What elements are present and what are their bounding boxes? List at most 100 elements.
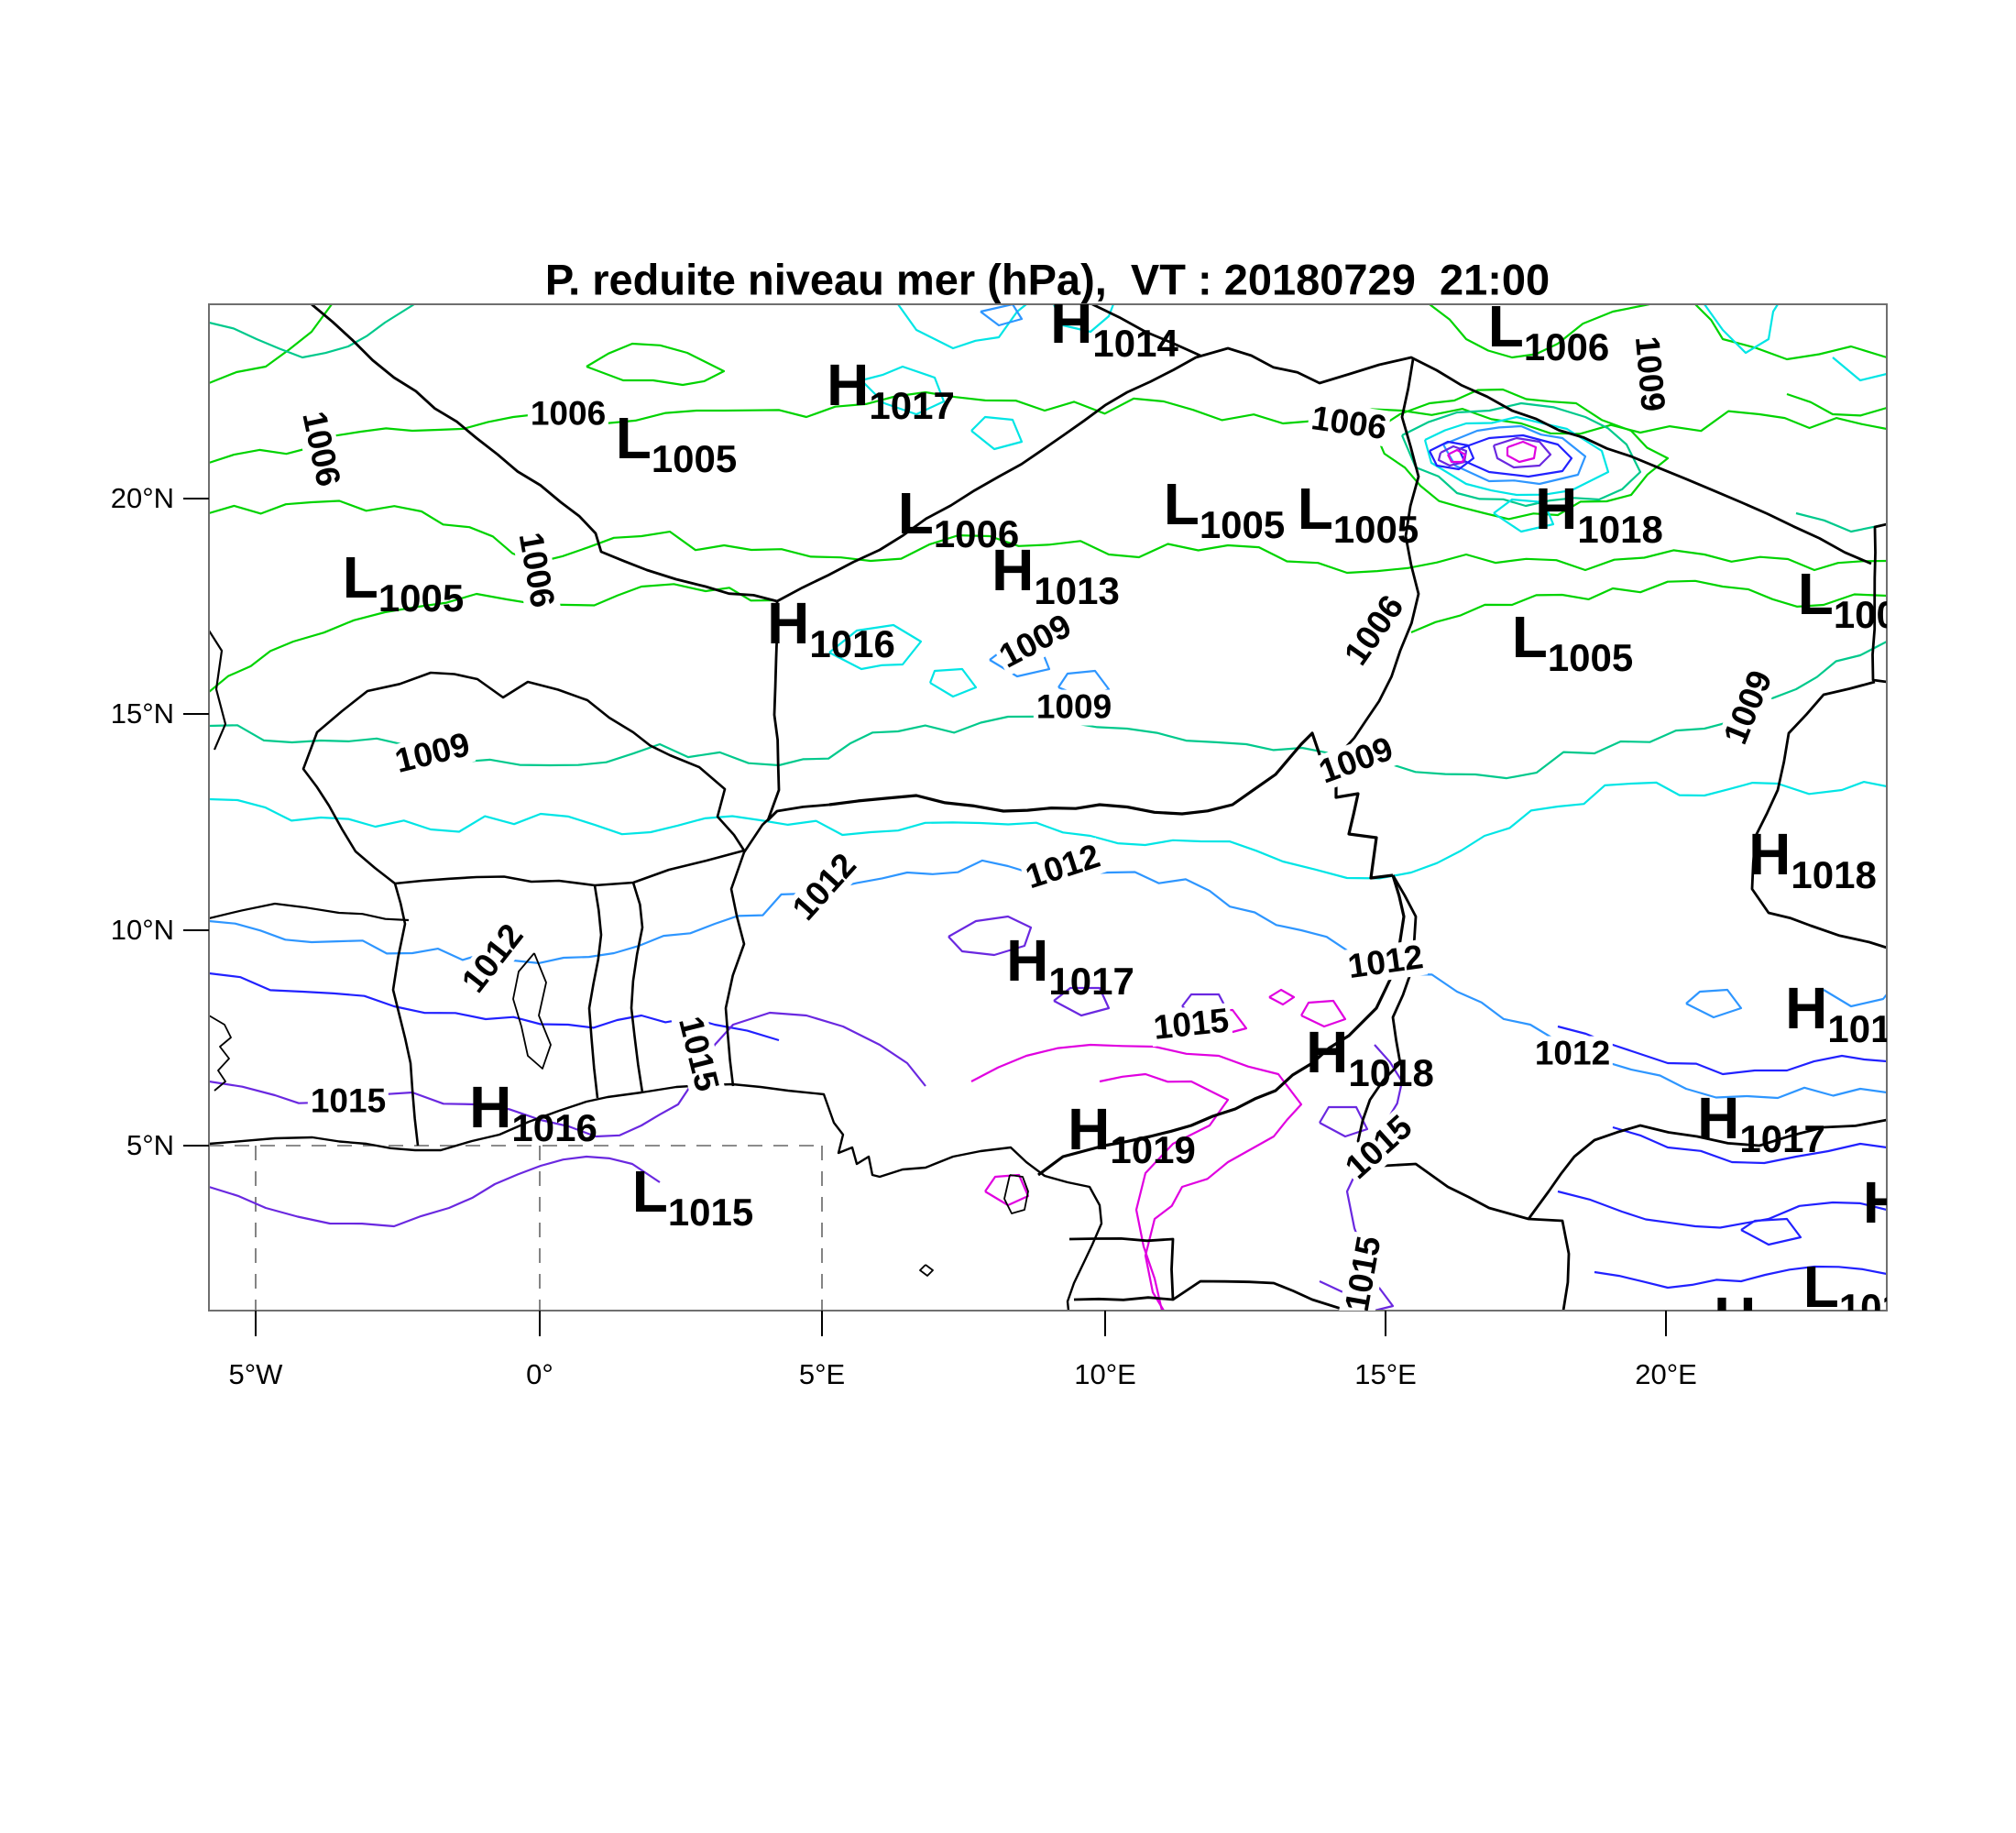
isobar-contour-line [970, 415, 1024, 451]
country-border [1068, 1237, 1175, 1301]
lat-tick-label: 10°N [110, 914, 174, 946]
pressure-center-letter: L [631, 1158, 668, 1224]
isobar-contour-line [1823, 989, 1887, 1008]
isobar-contour-line [1268, 988, 1296, 1006]
isobar-contour-line [1442, 424, 1587, 486]
isobar-contour-line [1740, 1217, 1802, 1246]
pressure-center-letter: H [827, 352, 870, 418]
pressure-center-label: L1015 [632, 1162, 754, 1232]
pressure-center-letter: H [1862, 1169, 1887, 1235]
isobar-contour-line [586, 342, 726, 387]
pressure-center-value: 1005 [1547, 636, 1634, 679]
lat-tick-label: 15°N [110, 697, 174, 730]
isobar-contour-line [948, 915, 1033, 957]
pressure-center-value: 1016 [809, 622, 895, 665]
pressure-center-label: H1013 [992, 541, 1120, 610]
graticule-dashed [209, 1145, 823, 1311]
pressure-center-value: 1015 [667, 1191, 754, 1234]
pressure-center-value: 1016 [511, 1106, 597, 1149]
contour-value-label: 1006 [1306, 399, 1392, 447]
pressure-center-value: 1018 [1348, 1051, 1434, 1094]
pressure-center-label: L1005 [1298, 479, 1419, 549]
lon-tick-label: 10°E [1074, 1358, 1136, 1390]
contour-value-label: 1006 [1336, 587, 1413, 675]
contour-value-label: 1015 [671, 1010, 727, 1098]
coast-detail [919, 1264, 934, 1277]
isobar-contour-line [209, 499, 1887, 575]
pressure-center-label: H [1863, 1173, 1887, 1232]
country-border [1750, 680, 1887, 949]
pressure-center-letter: L [1163, 471, 1200, 537]
lon-tick-label: 15°E [1354, 1358, 1417, 1390]
pressure-center-label: H1017 [1697, 1089, 1825, 1158]
isobar-contour-line [970, 1043, 1303, 1311]
contour-value-label: 1012 [784, 845, 865, 929]
contour-value-label: 1015 [1337, 1107, 1421, 1188]
country-border [311, 304, 778, 603]
pressure-center-label: L1015 [1803, 1257, 1887, 1311]
country-border [1091, 304, 1201, 357]
country-border [209, 630, 227, 751]
contour-value-label: 1006 [511, 527, 562, 613]
pressure-center-letter: L [1797, 561, 1834, 627]
contour-value-label: 1015 [307, 1083, 389, 1120]
isobar-contour-line [1832, 357, 1887, 382]
contour-value-label: 1012 [1342, 938, 1429, 986]
isobar-contour-line [1429, 304, 1650, 359]
pressure-center-label: L1005 [1164, 475, 1286, 544]
lon-tick-label: 20°E [1635, 1358, 1697, 1390]
pressure-center-value: 1019 [1110, 1128, 1196, 1171]
isobar-contour-line [1704, 304, 1779, 355]
coast-detail [512, 952, 552, 1070]
pressure-center-value: 1014 [1092, 322, 1178, 365]
pressure-center-label: H1014 [1714, 1289, 1842, 1311]
coast-detail [209, 1015, 232, 1092]
pressure-center-letter: L [1802, 1254, 1839, 1311]
contour-value-label: 1012 [454, 916, 532, 1002]
isobar-contour-line [209, 304, 333, 385]
isobar-contour-line [828, 623, 923, 671]
pressure-center-value: 1017 [869, 384, 955, 427]
map-frame [208, 303, 1888, 1312]
pressure-center-label: L1006 [898, 484, 1020, 554]
contour-value-label: 1009 [991, 607, 1080, 676]
pressure-center-label: H1016 [767, 594, 895, 664]
pressure-center-label: H1016 [469, 1078, 597, 1147]
pressure-center-letter: H [1535, 476, 1578, 542]
isobar-contour-line [1795, 511, 1887, 533]
pressure-center-letter: H [1714, 1285, 1756, 1311]
isobar-contour-line [1319, 1105, 1369, 1138]
country-border [1336, 358, 1420, 757]
pressure-center-label: H1014 [1050, 304, 1178, 363]
coast-detail [1003, 1174, 1029, 1214]
contour-value-label: 1009 [1627, 332, 1672, 416]
isobar-contour-line [1557, 1190, 1887, 1229]
pressure-center-letter: L [1297, 476, 1333, 542]
pressure-center-value: 1013 [1034, 569, 1120, 612]
contour-value-label: 1009 [1311, 730, 1401, 792]
pressure-center-letter: H [1748, 821, 1791, 887]
axis-ticks [183, 498, 1667, 1336]
country-border [724, 810, 778, 1087]
country-border [828, 731, 1394, 880]
pressure-center-letter: L [615, 405, 652, 471]
pressure-center-letter: H [767, 590, 810, 656]
pressure-center-value: 1017 [1048, 960, 1134, 1003]
isobar-contour-line [209, 304, 415, 359]
contour-value-label: 1009 [1033, 689, 1115, 726]
pressure-center-letter: H [1306, 1019, 1349, 1085]
pressure-center-label: L1005 [343, 548, 465, 618]
pressure-center-letter: L [897, 480, 934, 546]
lon-tick-label: 0° [526, 1358, 553, 1390]
isobar-contour-line [1447, 448, 1467, 464]
isobar-contour-line [984, 1173, 1030, 1207]
pressure-center-value: 1006 [1523, 325, 1610, 368]
country-border [587, 884, 603, 1099]
pressure-center-label: H1015 [1785, 979, 1887, 1048]
pressure-center-value: 1005 [378, 576, 465, 620]
country-border [394, 849, 745, 887]
pressure-center-value: 1005 [1332, 508, 1419, 551]
isobar-contour-line [1492, 436, 1552, 469]
isobar-contour-line [1423, 415, 1610, 497]
lat-tick-label: 20°N [110, 482, 174, 514]
